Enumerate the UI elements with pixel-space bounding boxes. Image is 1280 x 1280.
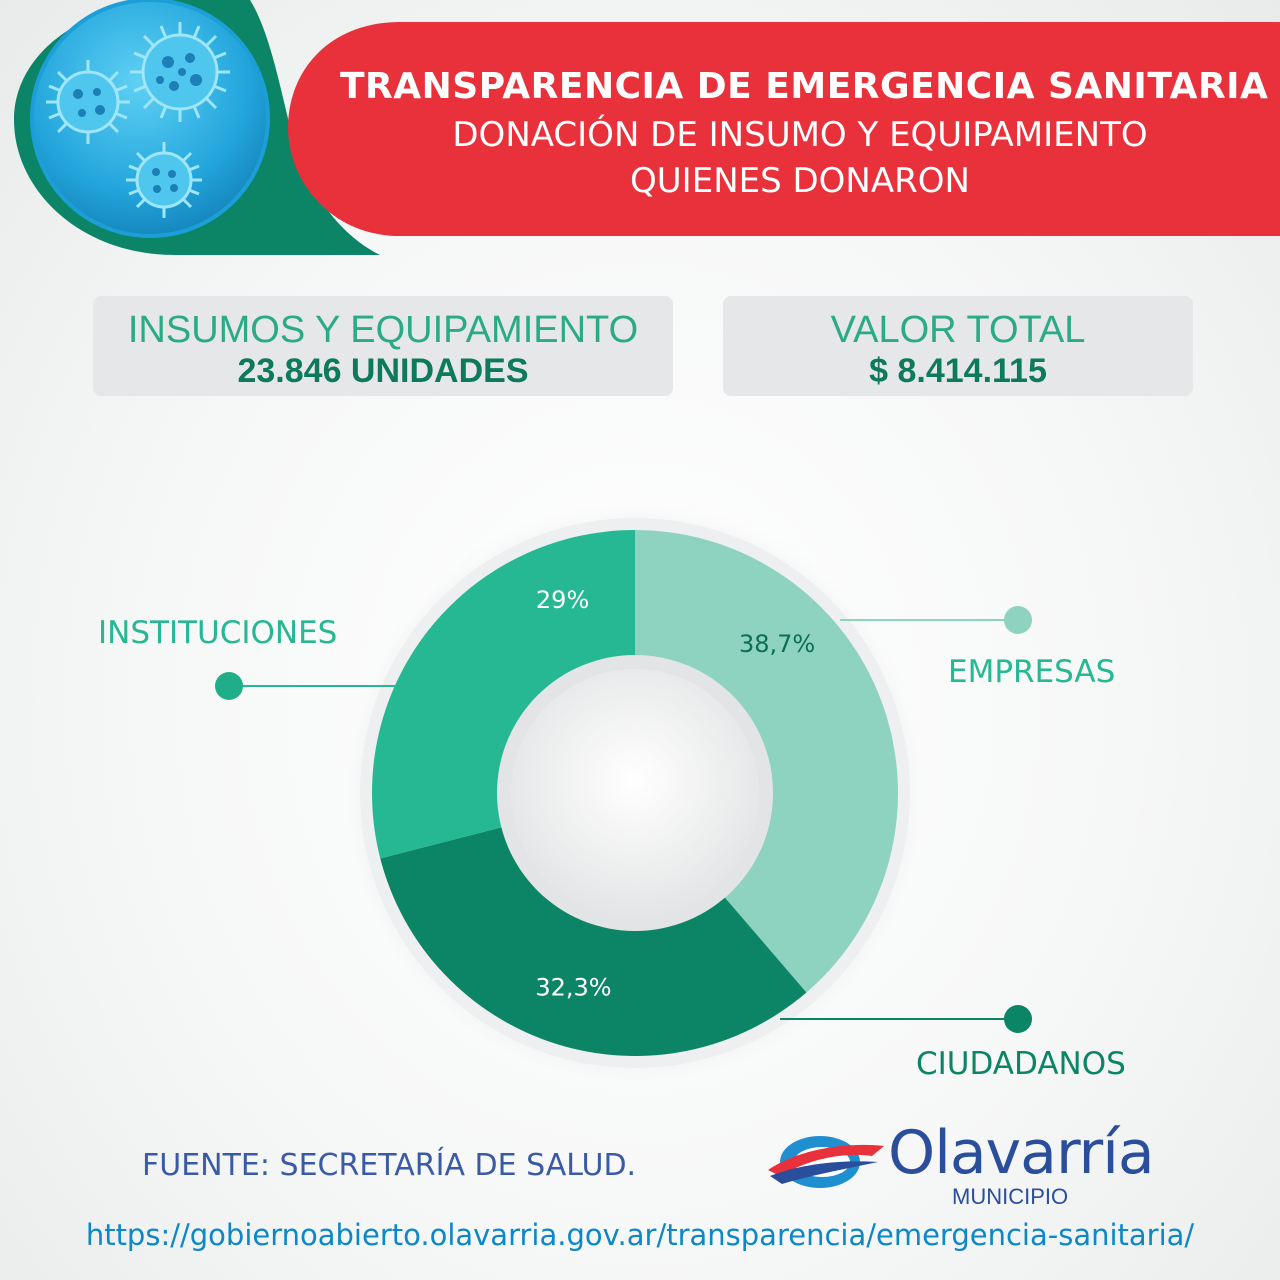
legend-label-ciudadanos: CIUDADANOS <box>916 1046 1126 1082</box>
title-line-1: TRANSPARENCIA DE EMERGENCIA SANITARIA <box>340 66 1269 107</box>
header-red-banner <box>288 22 1280 236</box>
units-stat-box: INSUMOS Y EQUIPAMIENTO 23.846 UNIDADES <box>93 296 673 396</box>
olavarria-logo-icon <box>768 1136 884 1188</box>
legend-label-instituciones: INSTITUCIONES <box>98 615 338 651</box>
source-url-link[interactable]: https://gobiernoabierto.olavarria.gov.ar… <box>85 1218 1195 1252</box>
legend-label-empresas: EMPRESAS <box>948 654 1116 690</box>
callout-dot-ciudadanos <box>1004 1005 1032 1033</box>
total-value-stat-box: VALOR TOTAL $ 8.414.115 <box>723 296 1193 396</box>
callout-dot-empresas <box>1004 606 1032 634</box>
donut-slice-instituciones <box>372 530 635 859</box>
title-line-2: DONACIÓN DE INSUMO Y EQUIPAMIENTO <box>452 115 1148 155</box>
brand-name: Olavarría <box>888 1118 1155 1188</box>
value-label-instituciones: 29% <box>536 586 589 614</box>
virus-icon <box>126 142 202 218</box>
virus-icon <box>46 60 130 144</box>
donut-slice-ciudadanos <box>380 824 807 1056</box>
callout-dot-instituciones <box>215 672 243 700</box>
total-value: $ 8.414.115 <box>869 352 1047 390</box>
header-banner-art <box>14 0 1280 255</box>
donut-hole <box>511 669 759 917</box>
value-label-ciudadanos: 32,3% <box>535 974 611 1002</box>
units-value: 23.846 UNIDADES <box>237 352 529 390</box>
title-line-3: QUIENES DONARON <box>630 161 970 201</box>
units-label: INSUMOS Y EQUIPAMIENTO <box>127 309 639 351</box>
total-label: VALOR TOTAL <box>830 309 1086 351</box>
virus-icon <box>130 22 230 122</box>
header-title: TRANSPARENCIA DE EMERGENCIA SANITARIA DO… <box>340 62 1269 204</box>
value-label-empresas: 38,7% <box>739 630 815 658</box>
source-text: FUENTE: SECRETARÍA DE SALUD. <box>142 1148 637 1183</box>
brand-subtitle: MUNICIPIO <box>952 1184 1069 1209</box>
